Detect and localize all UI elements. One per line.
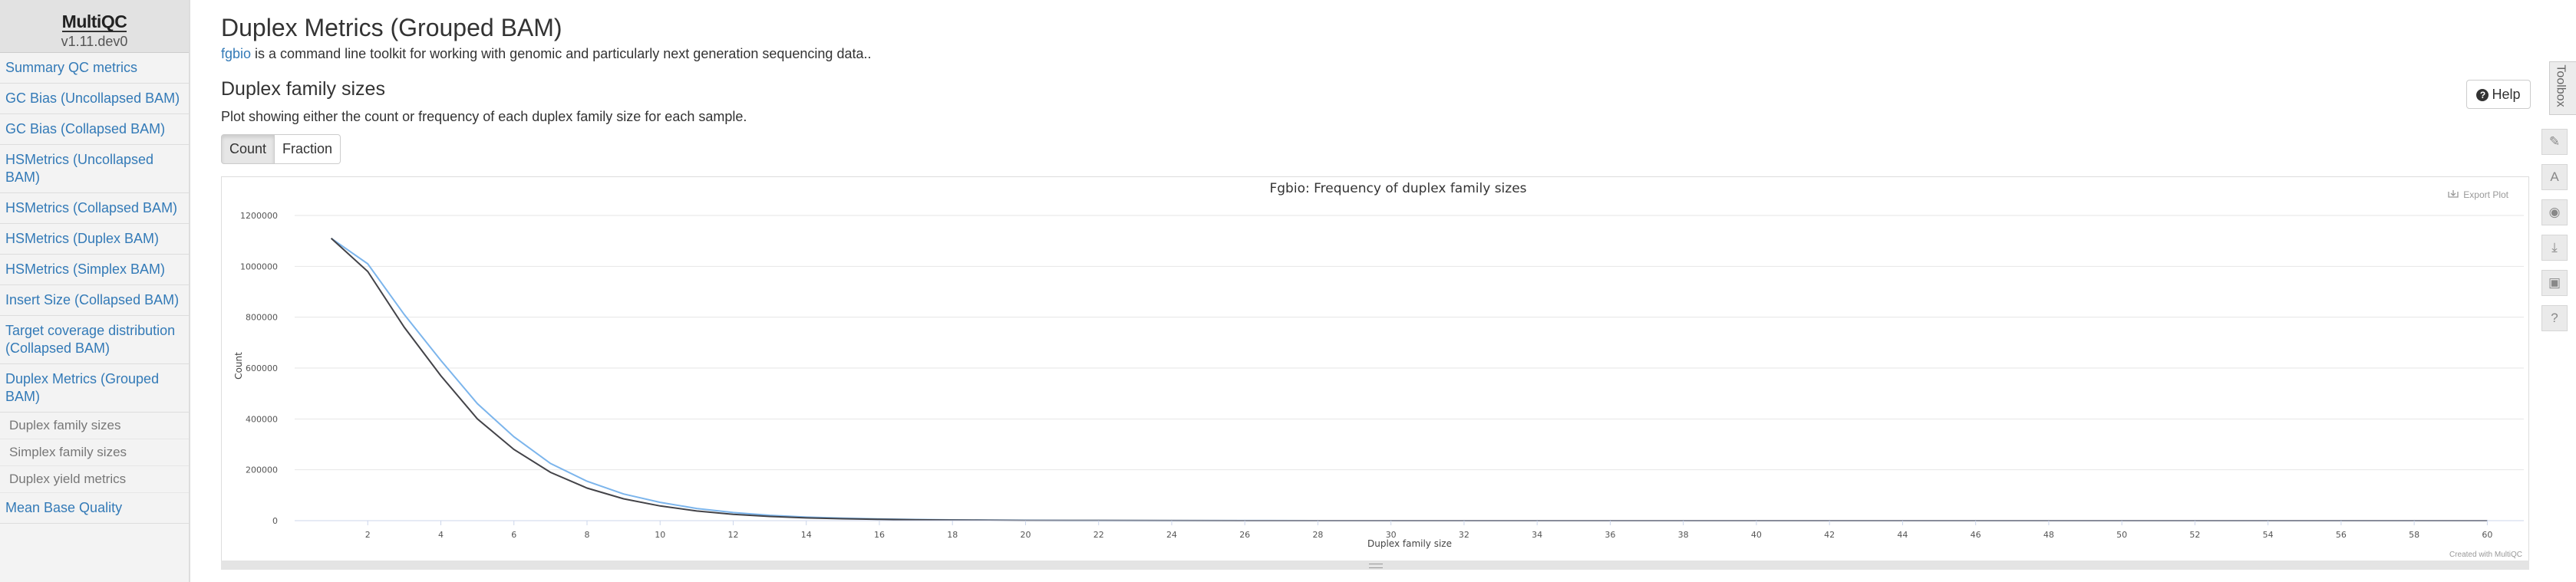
- y-tick-label: 600000: [246, 363, 278, 373]
- hide-icon[interactable]: ◉: [2541, 199, 2568, 225]
- export-plot-label: Export Plot: [2463, 189, 2508, 200]
- x-tick-label: 26: [1239, 530, 1250, 540]
- nav-list: Summary QC metrics GC Bias (Uncollapsed B…: [0, 53, 189, 524]
- x-tick-label: 30: [1386, 530, 1397, 540]
- y-tick-label: 1200000: [240, 211, 278, 221]
- x-tick-label: 52: [2189, 530, 2200, 540]
- sidebar-item[interactable]: GC Bias (Uncollapsed BAM): [0, 84, 189, 114]
- y-tick-label: 0: [272, 516, 278, 526]
- section-title: Duplex family sizes: [221, 78, 385, 100]
- x-tick-label: 46: [1971, 530, 1981, 540]
- help-label: Help: [2492, 86, 2521, 102]
- x-tick-label: 38: [1678, 530, 1689, 540]
- main-content: Duplex Metrics (Grouped BAM) fgbio is a …: [221, 0, 2531, 582]
- intro-text: is a command line toolkit for working wi…: [251, 46, 872, 61]
- x-tick-label: 32: [1459, 530, 1469, 540]
- created-with-credit: Created with MultiQC: [2449, 551, 2522, 559]
- x-tick-label: 42: [1824, 530, 1835, 540]
- x-tick-label: 12: [727, 530, 738, 540]
- line-chart: 0 200000 400000 600000 800000 1000000 1200000 2…: [233, 181, 2524, 559]
- x-tick-label: 40: [1751, 530, 1762, 540]
- y-tick-label: 200000: [246, 465, 278, 475]
- toolbox-label: Toolbox: [2554, 64, 2568, 107]
- x-tick-label: 28: [1312, 530, 1323, 540]
- x-tick-label: 20: [1020, 530, 1031, 540]
- x-tick-label: 16: [874, 530, 885, 540]
- sidebar-item[interactable]: Summary QC metrics: [0, 53, 189, 84]
- series-line-1[interactable]: [331, 237, 2488, 521]
- sidebar-item[interactable]: Mean Base Quality: [0, 493, 189, 524]
- sidebar-item[interactable]: HSMetrics (Uncollapsed BAM): [0, 145, 189, 193]
- module-intro: fgbio is a command line toolkit for work…: [221, 46, 871, 62]
- sidebar-subitem[interactable]: Simplex family sizes: [0, 439, 189, 466]
- x-tick-label: 10: [655, 530, 665, 540]
- rename-icon[interactable]: A: [2541, 164, 2568, 190]
- sidebar-item[interactable]: HSMetrics (Duplex BAM): [0, 224, 189, 255]
- x-tick-label: 50: [2116, 530, 2127, 540]
- plot-toggle-group: Count Fraction: [221, 134, 341, 164]
- x-tick-label: 22: [1093, 530, 1104, 540]
- x-tick-label: 60: [2482, 530, 2492, 540]
- x-tick-label: 14: [801, 530, 812, 540]
- save-icon[interactable]: ▣: [2541, 270, 2568, 296]
- x-tick-label: 4: [438, 530, 444, 540]
- x-tick-label: 8: [584, 530, 589, 540]
- sidebar-item[interactable]: Insert Size (Collapsed BAM): [0, 285, 189, 316]
- y-tick-label: 1000000: [240, 261, 278, 271]
- fgbio-link[interactable]: fgbio: [221, 46, 252, 61]
- x-tick-label: 54: [2263, 530, 2274, 540]
- x-tick-label: 2: [365, 530, 371, 540]
- x-tick-label: 48: [2043, 530, 2054, 540]
- help-button[interactable]: ? Help: [2466, 80, 2531, 109]
- grip-icon: [1369, 564, 1383, 568]
- download-icon: [2448, 190, 2459, 198]
- plot-resize-handle[interactable]: [221, 561, 2529, 570]
- sidebar-item[interactable]: Target coverage distribution (Collapsed …: [0, 316, 189, 364]
- chart-title: Fgbio: Frequency of duplex family sizes: [1269, 181, 1526, 196]
- section-description: Plot showing either the count or frequen…: [221, 109, 747, 124]
- sidebar-item[interactable]: HSMetrics (Simplex BAM): [0, 255, 189, 285]
- logo-text: MultiQC: [61, 12, 127, 32]
- sidebar-subitem[interactable]: Duplex family sizes: [0, 413, 189, 439]
- toolbox-tab[interactable]: Toolbox: [2549, 61, 2576, 115]
- version-label: v1.11.dev0: [61, 34, 128, 49]
- sidebar-item[interactable]: HSMetrics (Collapsed BAM): [0, 193, 189, 224]
- x-axis-label: Duplex family size: [1367, 538, 1452, 549]
- x-tick-label: 18: [947, 530, 958, 540]
- fraction-button[interactable]: Fraction: [275, 134, 341, 164]
- plot-container: 0 200000 400000 600000 800000 1000000 1200000 2…: [221, 176, 2529, 564]
- x-tick-label: 24: [1166, 530, 1177, 540]
- highlight-icon[interactable]: ✎: [2541, 129, 2568, 155]
- export-icon[interactable]: ⤓: [2541, 235, 2568, 261]
- y-axis-label: Count: [233, 352, 244, 380]
- y-tick-label: 800000: [246, 313, 278, 323]
- x-tick-label: 56: [2336, 530, 2347, 540]
- multiqc-logo[interactable]: MultiQC v1.11.dev0: [0, 0, 189, 53]
- x-tick-label: 34: [1532, 530, 1542, 540]
- sidebar: MultiQC v1.11.dev0 Summary QC metrics GC …: [0, 0, 190, 582]
- x-tick-label: 44: [1897, 530, 1908, 540]
- x-tick-label: 6: [511, 530, 516, 540]
- sidebar-subitem[interactable]: Duplex yield metrics: [0, 466, 189, 493]
- x-tick-label: 36: [1605, 530, 1615, 540]
- sidebar-item[interactable]: GC Bias (Collapsed BAM): [0, 114, 189, 145]
- series-line-2[interactable]: [330, 238, 2488, 521]
- page-title: Duplex Metrics (Grouped BAM): [221, 14, 562, 41]
- x-tick-label: 58: [2409, 530, 2419, 540]
- export-plot-button[interactable]: Export Plot: [2448, 189, 2509, 200]
- y-tick-label: 400000: [246, 414, 278, 424]
- question-circle-icon: ?: [2476, 88, 2489, 101]
- count-button[interactable]: Count: [221, 134, 275, 164]
- help-icon[interactable]: ?: [2541, 305, 2568, 331]
- sidebar-item[interactable]: Duplex Metrics (Grouped BAM): [0, 364, 189, 413]
